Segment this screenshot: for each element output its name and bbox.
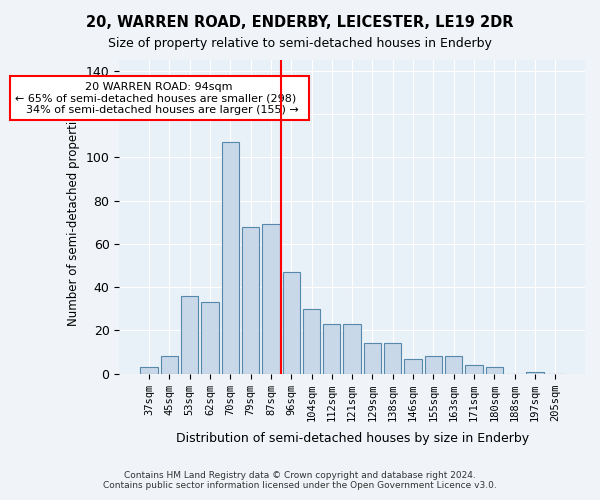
- Bar: [181, 296, 198, 374]
- Bar: [161, 356, 178, 374]
- Bar: [404, 358, 422, 374]
- Bar: [384, 344, 401, 374]
- Bar: [425, 356, 442, 374]
- Text: Size of property relative to semi-detached houses in Enderby: Size of property relative to semi-detach…: [108, 38, 492, 51]
- Text: 20 WARREN ROAD: 94sqm  
← 65% of semi-detached houses are smaller (298)  
  34% : 20 WARREN ROAD: 94sqm ← 65% of semi-deta…: [15, 82, 304, 115]
- Bar: [526, 372, 544, 374]
- Bar: [343, 324, 361, 374]
- Bar: [323, 324, 340, 374]
- Bar: [262, 224, 280, 374]
- Bar: [140, 367, 158, 374]
- Bar: [283, 272, 300, 374]
- Bar: [485, 367, 503, 374]
- Bar: [445, 356, 462, 374]
- Bar: [221, 142, 239, 374]
- Text: Contains HM Land Registry data © Crown copyright and database right 2024.
Contai: Contains HM Land Registry data © Crown c…: [103, 470, 497, 490]
- Bar: [466, 365, 482, 374]
- Bar: [242, 226, 259, 374]
- Bar: [202, 302, 218, 374]
- Y-axis label: Number of semi-detached properties: Number of semi-detached properties: [67, 108, 80, 326]
- Bar: [364, 344, 381, 374]
- X-axis label: Distribution of semi-detached houses by size in Enderby: Distribution of semi-detached houses by …: [176, 432, 529, 445]
- Bar: [303, 309, 320, 374]
- Text: 20, WARREN ROAD, ENDERBY, LEICESTER, LE19 2DR: 20, WARREN ROAD, ENDERBY, LEICESTER, LE1…: [86, 15, 514, 30]
